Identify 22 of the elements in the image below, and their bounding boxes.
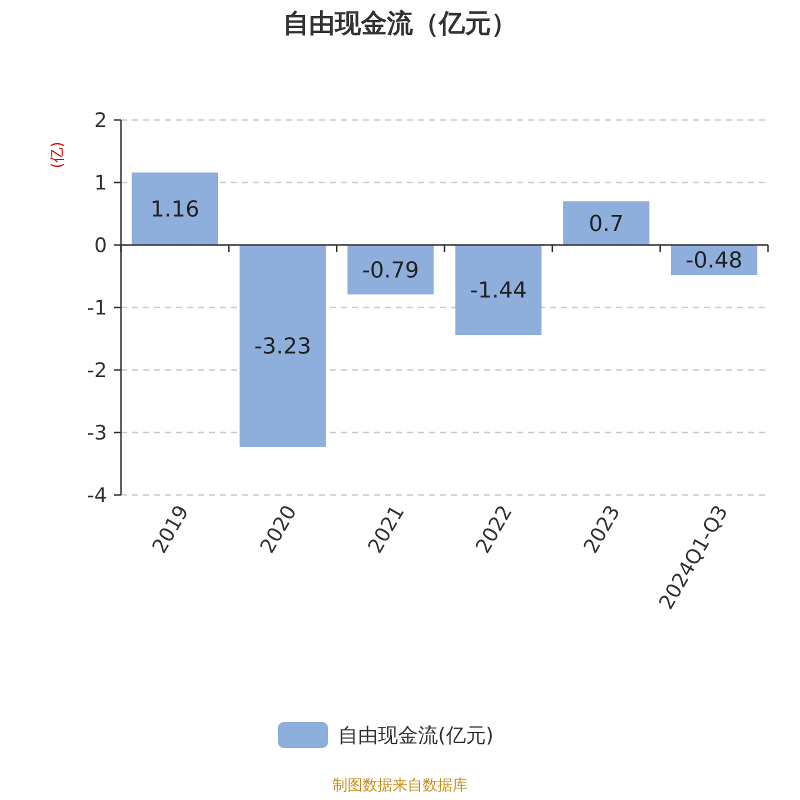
data-label: -3.23 (254, 334, 312, 360)
text: 制图数据来自数据库 (332, 776, 468, 794)
data-label: 0.7 (588, 212, 624, 237)
bar (455, 245, 542, 335)
y-tick-label: -3 (87, 420, 107, 444)
y-tick-label: -1 (87, 296, 107, 320)
bar (240, 245, 326, 447)
legend-label: 自由现金流(亿元) (338, 723, 494, 747)
chart-title: 自由现金流（亿元） (283, 9, 517, 39)
bar (563, 201, 650, 245)
data-label: -1.44 (470, 278, 527, 304)
y-tick-label: 0 (94, 233, 107, 257)
y-tick-label: 2 (94, 108, 107, 132)
data-label: 1.16 (150, 197, 200, 222)
data-label: -0.48 (686, 248, 743, 274)
y-tick-label: -4 (87, 483, 107, 507)
bar (347, 245, 434, 294)
bar (132, 172, 218, 245)
data-label: -0.79 (362, 258, 420, 284)
y-tick-label: 1 (94, 170, 107, 194)
y-tick-label: -2 (87, 358, 107, 382)
y-axis-title: (亿) (48, 142, 66, 168)
